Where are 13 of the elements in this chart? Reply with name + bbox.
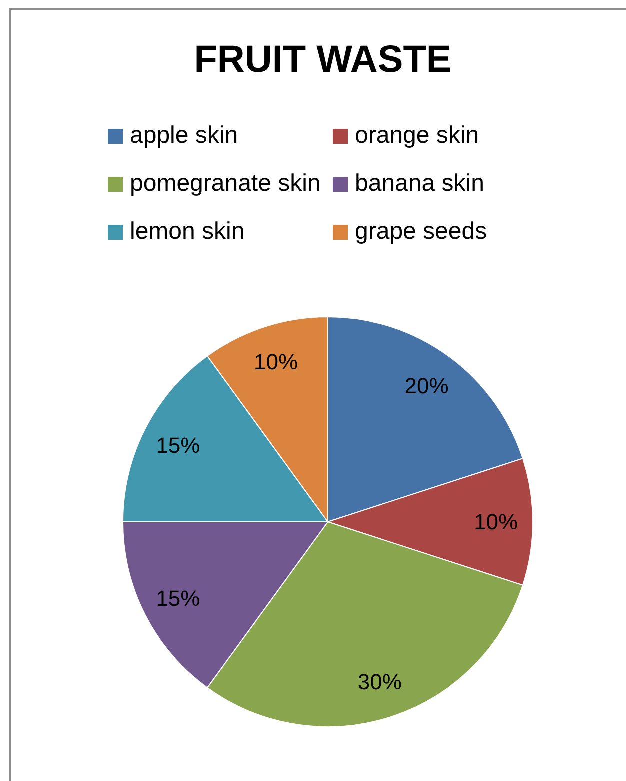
legend-label: apple skin (130, 122, 238, 150)
legend-label: orange skin (355, 122, 480, 150)
legend-label: lemon skin (130, 218, 245, 246)
data-label: 20% (404, 374, 449, 399)
data-label: 10% (254, 350, 298, 375)
data-label: 15% (156, 433, 200, 458)
data-label: 30% (358, 669, 402, 694)
chart-title: FRUIT WASTE (193, 38, 453, 82)
legend-label: pomegranate skin (130, 170, 321, 198)
data-label: 15% (156, 586, 200, 611)
legend-label: banana skin (355, 170, 484, 198)
data-label: 10% (474, 510, 518, 534)
legend-label: grape seeds (355, 218, 488, 246)
